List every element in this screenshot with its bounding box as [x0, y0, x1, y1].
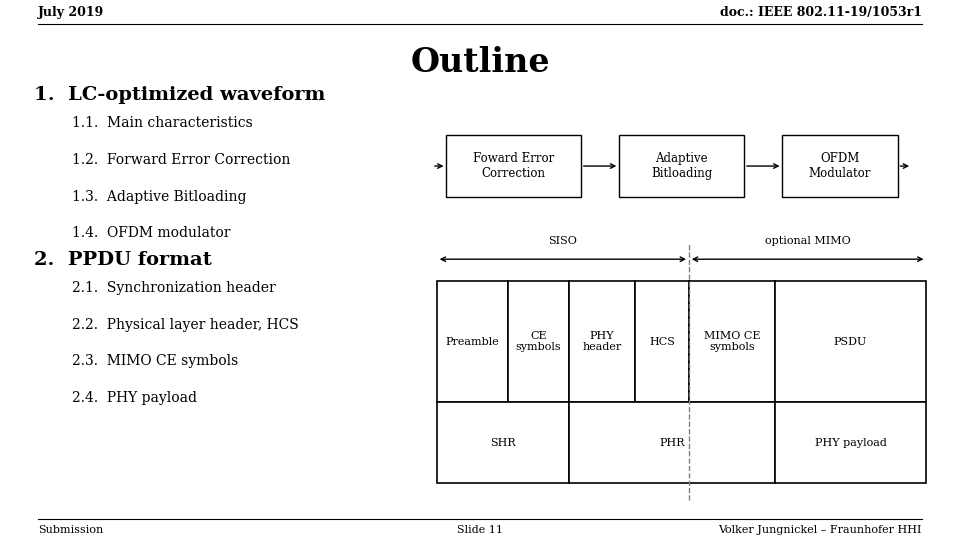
- Text: 2.1.  Synchronization header: 2.1. Synchronization header: [72, 281, 276, 295]
- Text: Adaptive
Bitloading: Adaptive Bitloading: [651, 152, 712, 180]
- Text: OFDM
Modulator: OFDM Modulator: [809, 152, 871, 180]
- Bar: [689, 281, 775, 402]
- Bar: [775, 281, 926, 402]
- Text: optional MIMO: optional MIMO: [765, 235, 851, 246]
- Text: July 2019: July 2019: [38, 6, 105, 19]
- Text: PHY
header: PHY header: [583, 330, 622, 353]
- Bar: [775, 402, 926, 483]
- Text: doc.: IEEE 802.11-19/1053r1: doc.: IEEE 802.11-19/1053r1: [720, 6, 922, 19]
- Text: SISO: SISO: [548, 235, 577, 246]
- Bar: [437, 402, 569, 483]
- Bar: [619, 135, 744, 197]
- Text: MIMO CE
symbols: MIMO CE symbols: [704, 330, 760, 353]
- Bar: [636, 281, 689, 402]
- Text: Volker Jungnickel – Fraunhofer HHI: Volker Jungnickel – Fraunhofer HHI: [718, 525, 922, 535]
- Bar: [569, 402, 775, 483]
- Bar: [782, 135, 898, 197]
- Text: Slide 11: Slide 11: [457, 525, 503, 535]
- Text: HCS: HCS: [649, 336, 675, 347]
- Bar: [446, 135, 581, 197]
- Text: Outline: Outline: [410, 46, 550, 79]
- Bar: [508, 281, 569, 402]
- Text: Foward Error
Correction: Foward Error Correction: [473, 152, 554, 180]
- Text: 1.1.  Main characteristics: 1.1. Main characteristics: [72, 116, 252, 130]
- Bar: [569, 281, 636, 402]
- Text: SHR: SHR: [491, 438, 516, 448]
- Text: CE
symbols: CE symbols: [516, 330, 562, 353]
- Text: PSDU: PSDU: [834, 336, 867, 347]
- Text: Submission: Submission: [38, 525, 104, 535]
- Text: 1.  LC-optimized waveform: 1. LC-optimized waveform: [34, 86, 325, 104]
- Text: PHR: PHR: [660, 438, 684, 448]
- Text: 1.3.  Adaptive Bitloading: 1.3. Adaptive Bitloading: [72, 190, 247, 204]
- Text: Preamble: Preamble: [445, 336, 499, 347]
- Text: 2.2.  Physical layer header, HCS: 2.2. Physical layer header, HCS: [72, 318, 299, 332]
- Text: PHY payload: PHY payload: [815, 438, 886, 448]
- Text: 2.  PPDU format: 2. PPDU format: [34, 251, 211, 269]
- Text: 1.4.  OFDM modulator: 1.4. OFDM modulator: [72, 226, 230, 240]
- Text: 2.3.  MIMO CE symbols: 2.3. MIMO CE symbols: [72, 354, 238, 368]
- Text: 2.4.  PHY payload: 2.4. PHY payload: [72, 391, 197, 405]
- Bar: [437, 281, 508, 402]
- Text: 1.2.  Forward Error Correction: 1.2. Forward Error Correction: [72, 153, 290, 167]
